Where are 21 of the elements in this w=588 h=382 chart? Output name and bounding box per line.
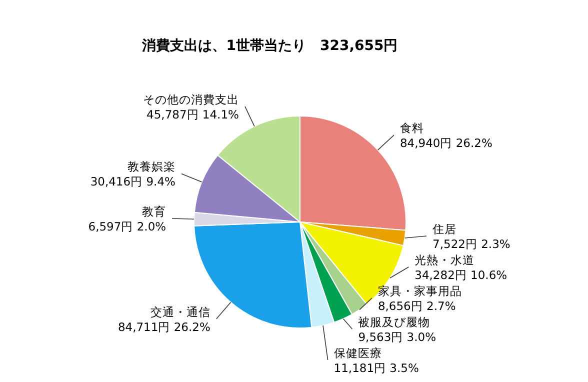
slice-label: 被服及び履物 — [358, 315, 430, 329]
data-label: 7,522円 2.3% — [432, 237, 510, 251]
slice-label: 光熱・水道 — [414, 253, 475, 267]
data-label: 34,282円 10.6% — [414, 268, 508, 282]
data-label: 6,597円 2.0% — [88, 219, 166, 234]
slice-label: 教養娯楽 — [127, 160, 176, 174]
data-label: 84,711円 26.2% — [118, 320, 210, 334]
slice-label: 教育 — [142, 204, 166, 218]
data-label: 9,563円 3.0% — [358, 330, 436, 344]
slice-label: 交通・通信 — [150, 304, 210, 319]
slice-label: その他の消費支出 — [142, 92, 239, 106]
slice-label: 住居 — [432, 222, 457, 236]
data-label: 8,656円 2.7% — [378, 299, 456, 313]
data-label: 30,416円 9.4% — [90, 174, 176, 189]
data-label: 45,787円 14.1% — [146, 107, 240, 122]
data-label: 84,940円 26.2% — [400, 136, 492, 150]
slice-label: 食料 — [400, 121, 424, 136]
slice-label: 家具・家事用品 — [378, 284, 462, 298]
slice-label: 保健医療 — [334, 346, 382, 360]
chart-title: 消費支出は、1世帯当たり 323,655円 — [141, 38, 398, 54]
data-label: 11,181円 3.5% — [334, 361, 419, 375]
